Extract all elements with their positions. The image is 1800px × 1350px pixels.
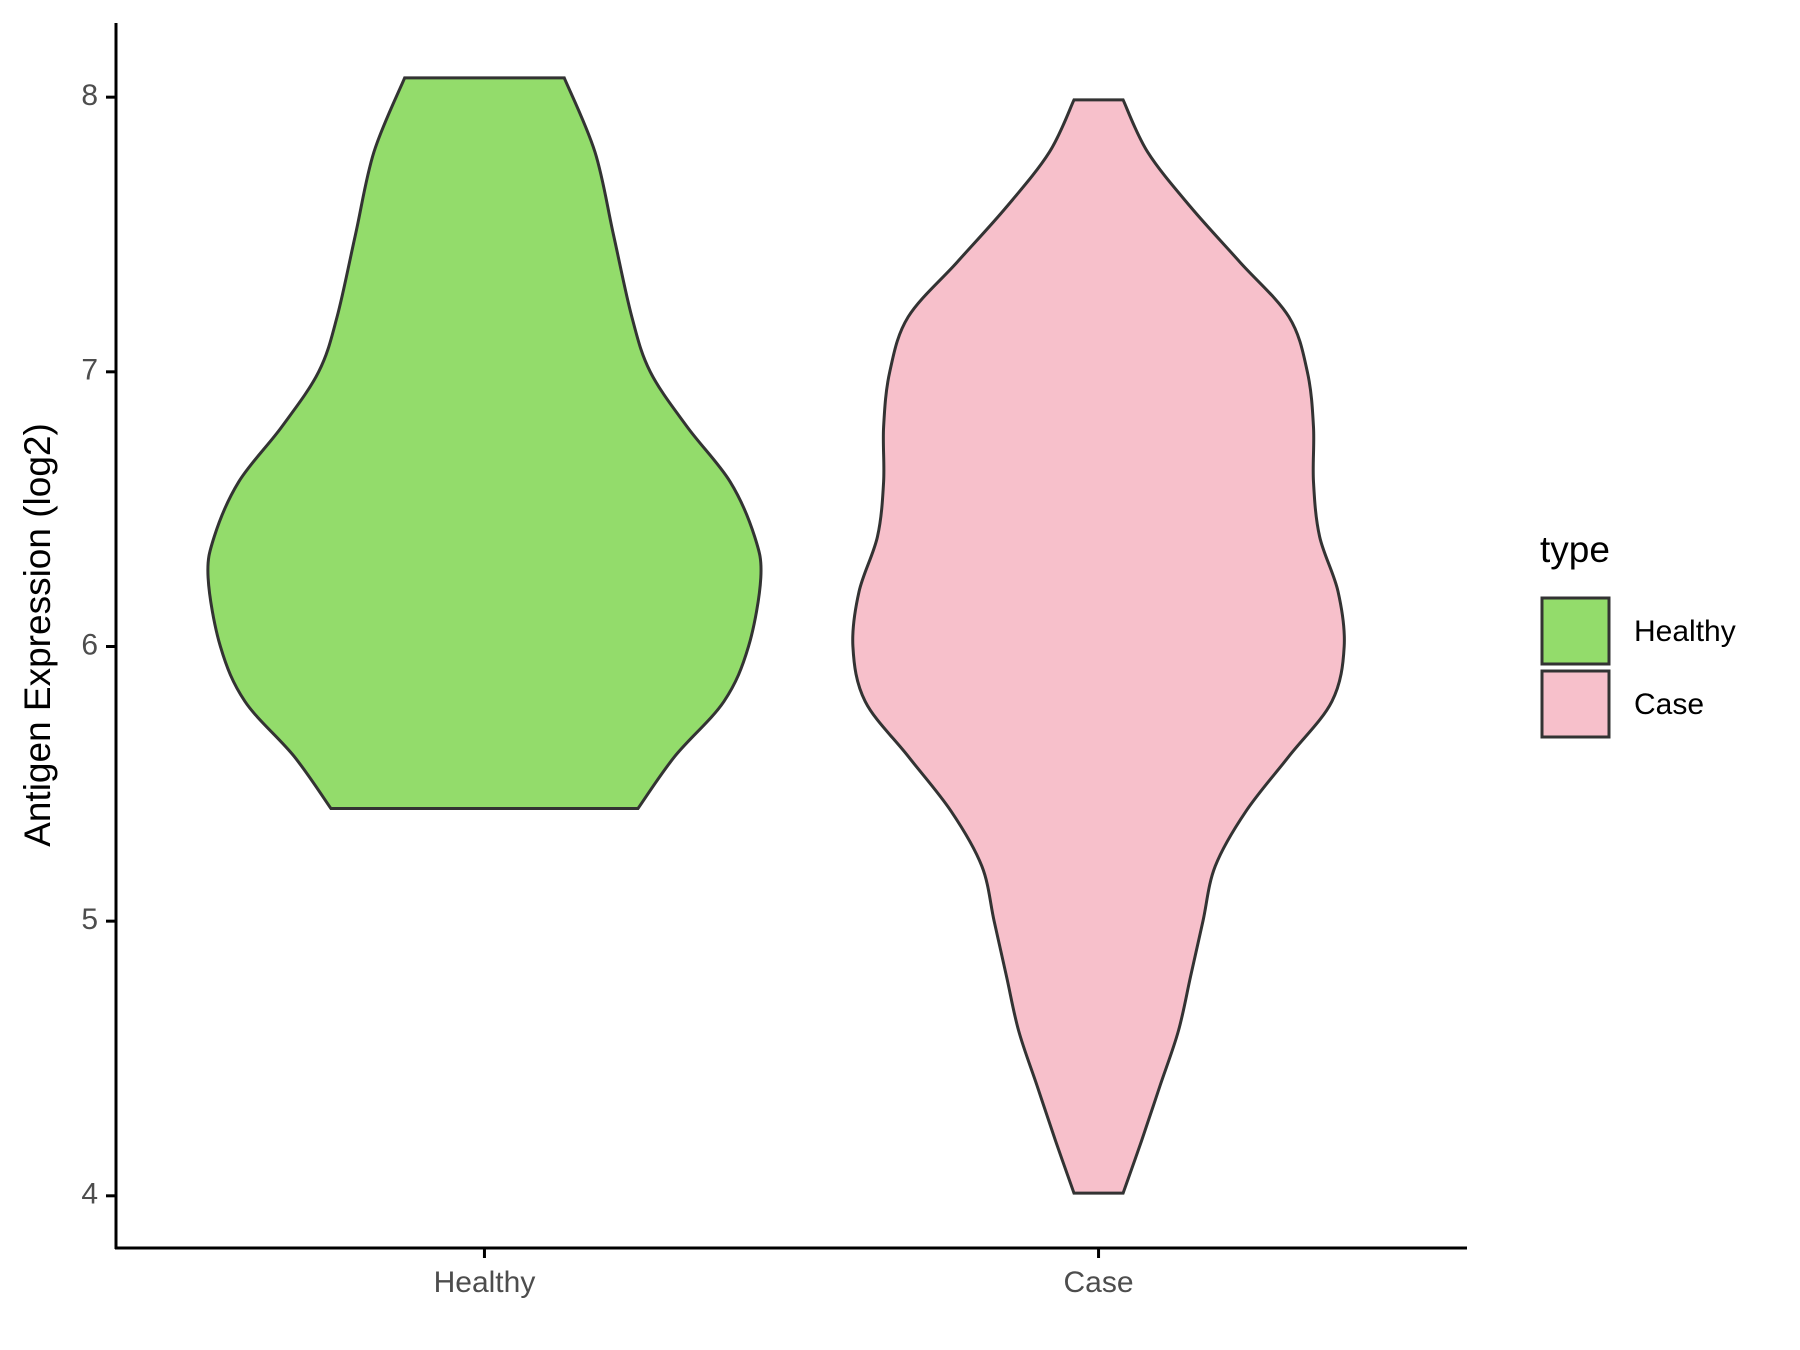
legend-label: Healthy xyxy=(1634,615,1736,648)
y-tick-label: 6 xyxy=(81,628,98,661)
y-axis-title: Antigen Expression (log2) xyxy=(17,423,58,847)
x-tick-label: Healthy xyxy=(434,1266,536,1299)
legend-swatch xyxy=(1540,669,1611,739)
legend-swatch xyxy=(1540,596,1611,666)
x-tick-label: Case xyxy=(1064,1266,1134,1299)
y-tick-label: 4 xyxy=(81,1178,98,1211)
y-tick-label: 8 xyxy=(81,79,98,112)
legend-label: Case xyxy=(1634,688,1704,721)
legend-title: type xyxy=(1540,529,1610,570)
violin xyxy=(851,98,1346,1195)
violin xyxy=(206,76,763,811)
y-tick-label: 7 xyxy=(81,354,98,387)
y-tick-label: 5 xyxy=(81,903,98,936)
